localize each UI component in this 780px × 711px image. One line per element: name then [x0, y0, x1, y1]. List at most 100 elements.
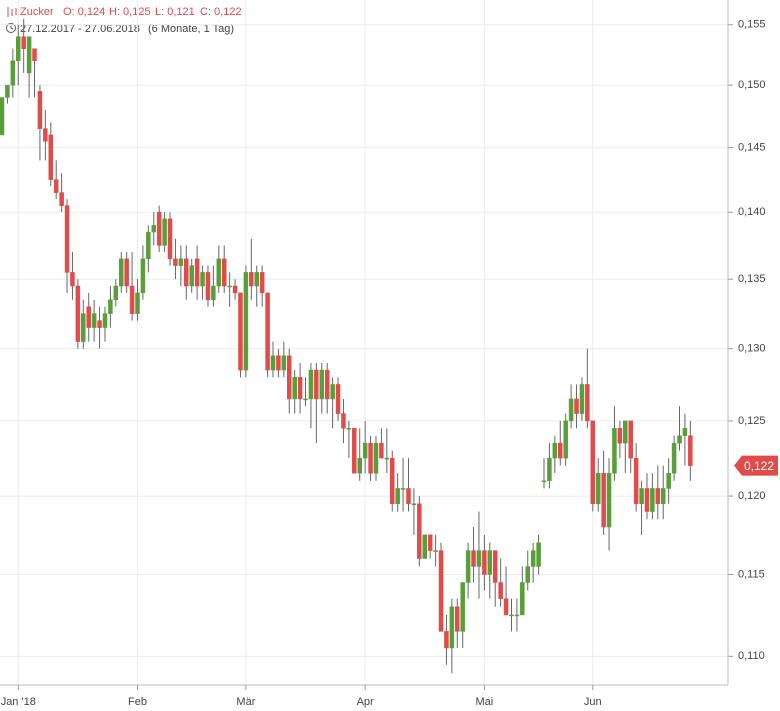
candle-body — [108, 299, 113, 314]
candle-body — [113, 285, 119, 301]
candle-body — [146, 231, 151, 260]
y-tick-label: 0,135 — [738, 273, 766, 285]
y-tick-label: 0,150 — [738, 79, 766, 91]
close-text: C: 0,122 — [200, 6, 242, 18]
candle-body — [639, 488, 644, 505]
candle-body — [395, 488, 400, 505]
candle-body — [671, 442, 677, 474]
candle-body — [509, 614, 514, 617]
candle-body — [270, 355, 276, 371]
y-tick-label: 0,125 — [738, 415, 766, 427]
candle-body — [232, 285, 238, 294]
candle-body — [59, 192, 64, 206]
candle-body — [211, 285, 216, 301]
y-tick-label: 0,130 — [738, 343, 766, 355]
x-tick-label: Feb — [128, 696, 147, 708]
candle-body — [276, 355, 281, 371]
candle-body — [5, 84, 10, 98]
date-range: 27.12.2017 - 27.06.2018 — [20, 23, 140, 35]
candle-body — [552, 442, 558, 459]
x-tick-label: Jan '18 — [1, 696, 36, 708]
candle-body — [249, 272, 254, 287]
candle-body — [465, 550, 471, 583]
candle-body — [184, 258, 189, 287]
low-text: L: 0,121 — [155, 6, 195, 18]
candle-body — [568, 398, 574, 422]
candle-body — [97, 320, 102, 328]
candle-body — [379, 442, 384, 459]
candle-body — [156, 211, 162, 246]
y-tick-label: 0,110 — [738, 650, 765, 662]
candle-body — [352, 428, 357, 474]
candle-body — [21, 36, 26, 49]
candle-body — [644, 488, 650, 512]
candle-body — [617, 428, 623, 444]
candle-body — [595, 472, 601, 505]
candle-body — [265, 292, 270, 371]
candle-body — [628, 420, 633, 459]
candle-body — [227, 285, 232, 288]
candle-body — [330, 384, 335, 400]
candle-body — [140, 258, 146, 294]
candle-body — [0, 97, 5, 136]
candle-body — [151, 225, 157, 233]
y-tick-label: 0,145 — [738, 142, 766, 154]
candle-body — [205, 272, 211, 301]
candle-body — [438, 550, 444, 632]
candle-body — [601, 472, 606, 528]
candle-body — [281, 355, 287, 371]
candle-body — [368, 442, 373, 474]
candle-body — [444, 631, 449, 649]
candle-body — [37, 91, 43, 129]
candle-body — [406, 488, 411, 505]
x-tick-label: Apr — [357, 696, 374, 708]
x-tick-label: Mai — [476, 696, 494, 708]
candle-body — [514, 614, 520, 617]
y-tick-label: 0,120 — [738, 490, 766, 502]
candle-body — [357, 457, 362, 474]
candle-body — [32, 48, 37, 62]
chart-icon — [7, 7, 17, 17]
y-tick-label: 0,140 — [738, 206, 766, 218]
candle-body — [389, 457, 395, 505]
candle-body — [536, 542, 541, 567]
candle-body — [362, 442, 368, 459]
x-tick-label: Jun — [584, 696, 602, 708]
candle-body — [585, 384, 590, 422]
candle-body — [460, 582, 465, 632]
x-tick-label: Mär — [236, 696, 255, 708]
candle-body — [243, 272, 249, 371]
candle-body — [308, 369, 314, 400]
last-price-label: 0,122 — [744, 459, 774, 473]
candle-body — [297, 376, 303, 400]
chart-title: Zucker — [20, 6, 54, 18]
candle-body — [655, 488, 661, 505]
candle-body — [688, 435, 693, 466]
candle-body — [287, 355, 292, 400]
candle-body — [292, 376, 297, 400]
candle-body — [189, 265, 194, 287]
candle-body — [633, 457, 639, 505]
candle-body — [606, 472, 612, 528]
candle-body — [677, 435, 682, 444]
candle-body — [547, 457, 552, 482]
candle-body — [455, 606, 460, 632]
candle-body — [623, 420, 628, 444]
candle-body — [53, 179, 59, 193]
candle-body — [70, 272, 75, 287]
candle-body — [91, 313, 97, 328]
candle-body — [433, 550, 438, 552]
candle-body — [303, 398, 308, 401]
candle-body — [162, 218, 167, 246]
y-tick-label: 0,155 — [738, 19, 766, 31]
candle-body — [64, 205, 70, 273]
candle-body — [384, 457, 390, 460]
candle-body — [26, 36, 32, 74]
candle-body — [319, 369, 325, 400]
clock-icon — [6, 23, 16, 33]
candle-body — [216, 258, 222, 287]
candle-body — [427, 534, 433, 551]
candle-body — [579, 384, 585, 414]
candle-body — [16, 36, 21, 62]
